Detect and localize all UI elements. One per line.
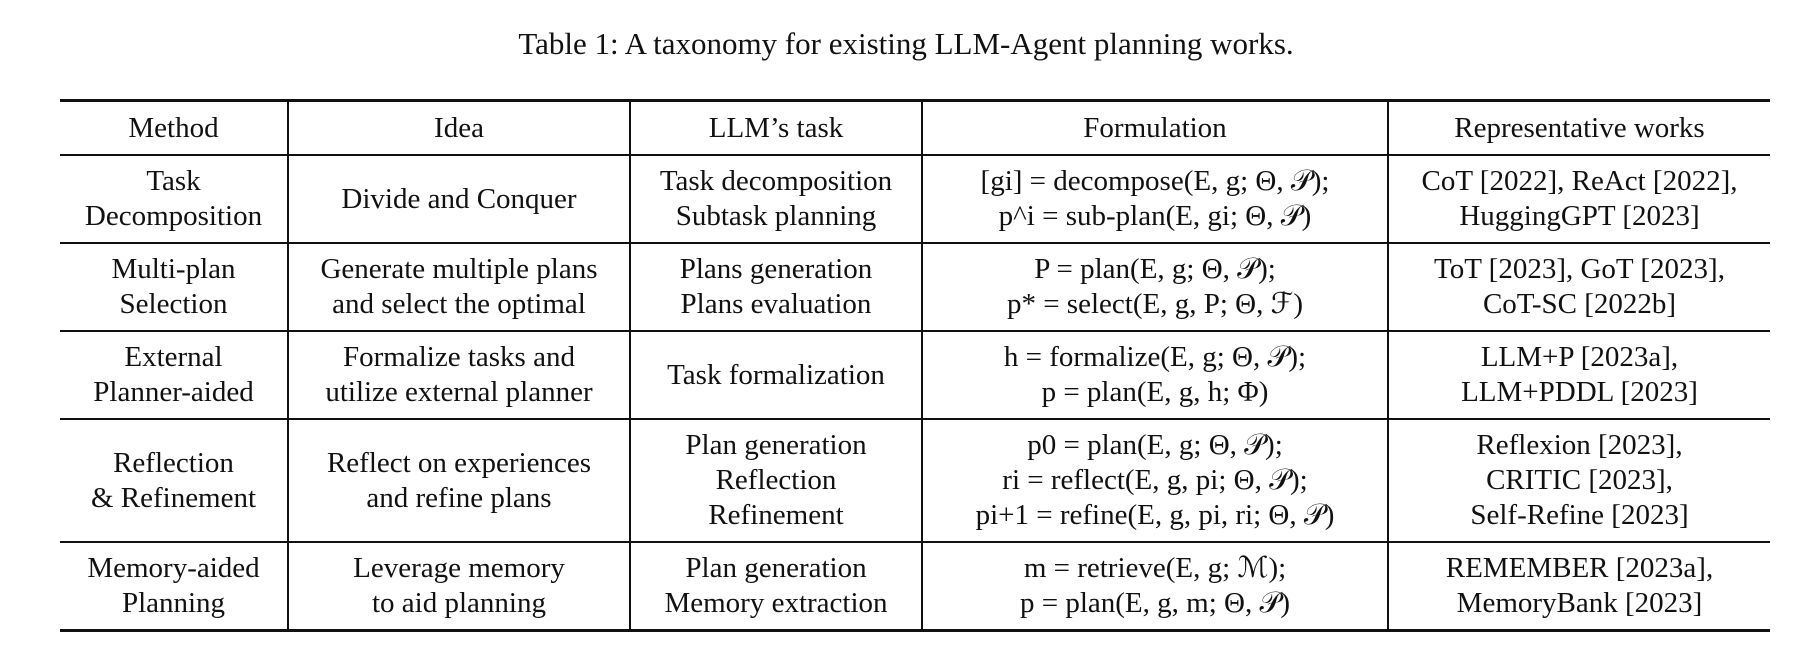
task-cell: Plan generation Memory extraction [630,542,923,631]
idea-cell: Leverage memory to aid planning [288,542,631,631]
formulation-cell: [gi] = decompose(E, g; Θ, 𝒫); p^i = sub-… [922,155,1389,243]
table-row: Task Decomposition Divide and Conquer Ta… [60,155,1770,243]
works-cell: REMEMBER [2023a], MemoryBank [2023] [1445,552,1714,619]
formulation-cell: m = retrieve(E, g; ℳ); p = plan(E, g, m;… [922,542,1389,631]
method-cell: Memory-aided Planning [60,542,289,631]
method-cell: External Planner-aided [60,331,289,419]
header-idea: Idea [288,100,631,155]
taxonomy-table: Method Idea LLM’s task Formulation Repre… [60,99,1770,632]
idea-cell: Divide and Conquer [288,155,631,243]
method-cell: Reflection & Refinement [60,419,289,542]
task-cell: Plan generation Reflection Refinement [630,419,923,542]
header-representative-works: Representative works [1454,111,1705,144]
works-cell: Reflexion [2023], CRITIC [2023], Self-Re… [1470,429,1689,531]
task-cell: Task formalization [630,331,923,419]
formulation-cell: p0 = plan(E, g; Θ, 𝒫); ri = reflect(E, g… [922,419,1389,542]
table-row: Multi-plan Selection Generate multiple p… [60,243,1770,331]
idea-cell: Formalize tasks and utilize external pla… [288,331,631,419]
idea-cell: Generate multiple plans and select the o… [288,243,631,331]
header-formulation: Formulation [922,100,1389,155]
header-llm-task: LLM’s task [630,100,923,155]
task-cell: Plans generation Plans evaluation [630,243,923,331]
works-cell: LLM+P [2023a], LLM+PDDL [2023] [1461,341,1698,408]
method-cell: Task Decomposition [60,155,289,243]
formulation-cell: P = plan(E, g; Θ, 𝒫); p* = select(E, g, … [922,243,1389,331]
table-row: External Planner-aided Formalize tasks a… [60,331,1770,419]
table-caption: Table 1: A taxonomy for existing LLM-Age… [518,26,1294,61]
works-cell: ToT [2023], GoT [2023], CoT-SC [2022b] [1434,253,1725,320]
task-cell: Task decomposition Subtask planning [630,155,923,243]
works-cell: CoT [2022], ReAct [2022], HuggingGPT [20… [1421,165,1738,232]
table-row: Reflection & Refinement Reflect on exper… [60,419,1770,542]
header-row: Method Idea LLM’s task Formulation Repre… [60,100,1770,155]
header-method: Method [60,100,289,155]
table-row: Memory-aided Planning Leverage memory to… [60,542,1770,631]
method-cell: Multi-plan Selection [60,243,289,331]
idea-cell: Reflect on experiences and refine plans [288,419,631,542]
formulation-cell: h = formalize(E, g; Θ, 𝒫); p = plan(E, g… [922,331,1389,419]
